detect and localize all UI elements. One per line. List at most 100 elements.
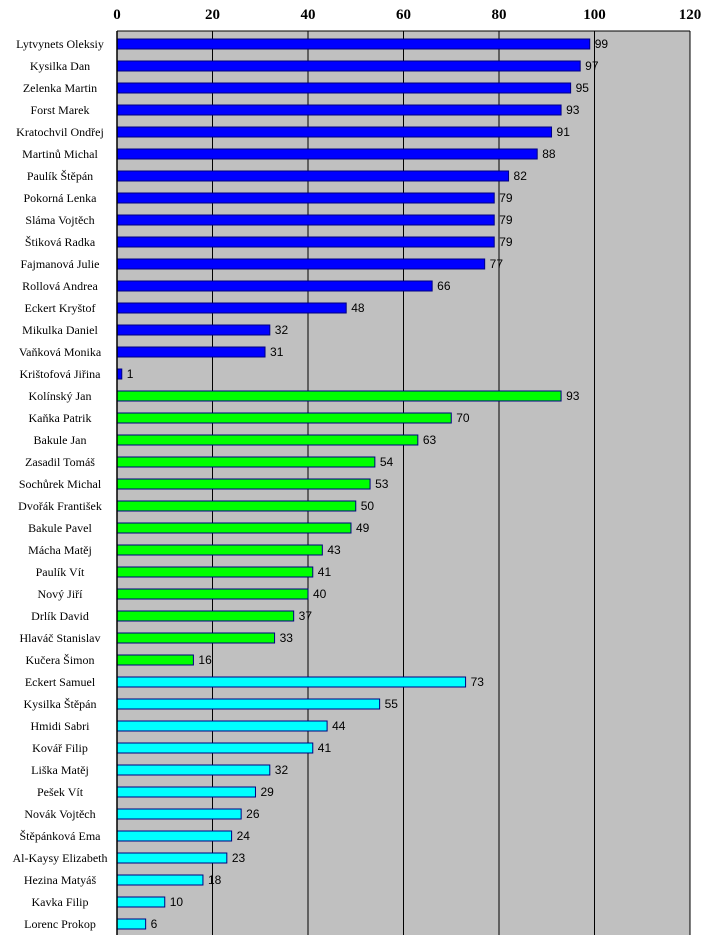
bar	[116, 654, 194, 666]
data-label: 91	[557, 125, 571, 139]
data-label: 66	[437, 279, 451, 293]
bar	[116, 170, 510, 182]
category-label: Lorenc Prokop	[24, 917, 96, 931]
data-label: 18	[208, 873, 222, 887]
bar	[116, 38, 591, 50]
data-label: 43	[327, 543, 341, 557]
data-label: 97	[585, 59, 599, 73]
bar	[116, 852, 228, 864]
bar	[116, 478, 371, 490]
data-label: 93	[566, 389, 580, 403]
data-label: 1	[127, 367, 134, 381]
category-label: Pokorná Lenka	[24, 191, 98, 205]
data-label: 73	[471, 675, 485, 689]
x-tick-label: 60	[396, 7, 411, 23]
bar	[116, 456, 376, 468]
category-label: Bakule Jan	[34, 433, 87, 447]
bar	[116, 214, 495, 226]
category-label: Eckert Samuel	[25, 675, 96, 689]
bar	[116, 258, 486, 270]
data-label: 33	[280, 631, 294, 645]
bar	[116, 104, 562, 116]
bar	[116, 60, 581, 72]
data-label: 99	[595, 37, 609, 51]
data-label: 48	[351, 301, 365, 315]
bar	[116, 390, 562, 402]
category-label: Zasadil Tomáš	[25, 455, 95, 469]
data-label: 77	[490, 257, 504, 271]
x-tick-label: 40	[301, 7, 316, 23]
data-label: 41	[318, 741, 332, 755]
category-label: Nový Jiří	[38, 587, 84, 601]
category-label: Rollová Andrea	[22, 279, 98, 293]
bar	[116, 918, 147, 930]
bar	[116, 808, 242, 820]
category-label: Hlaváč Stanislav	[20, 631, 101, 645]
bar	[116, 412, 452, 424]
bar	[116, 236, 495, 248]
bar	[116, 346, 266, 358]
category-label: Pešek Vít	[37, 785, 84, 799]
category-label: Štiková Radka	[25, 235, 96, 249]
data-label: 41	[318, 565, 332, 579]
bar	[116, 874, 204, 886]
bar	[116, 544, 323, 556]
bar	[116, 522, 352, 534]
category-label: Kovář Filip	[32, 741, 88, 755]
category-label: Forst Marek	[31, 103, 90, 117]
data-label: 23	[232, 851, 246, 865]
category-label: Zelenka Martin	[23, 81, 97, 95]
x-tick-label: 120	[679, 7, 702, 23]
bar	[116, 280, 433, 292]
data-label: 31	[270, 345, 284, 359]
data-label: 16	[198, 653, 212, 667]
bar	[116, 786, 256, 798]
data-label: 54	[380, 455, 394, 469]
category-label: Eckert Kryštof	[25, 301, 96, 315]
x-tick-label: 0	[113, 7, 121, 23]
data-label: 93	[566, 103, 580, 117]
category-label: Kavka Filip	[32, 895, 89, 909]
bar	[116, 896, 166, 908]
category-label: Kučera Šimon	[26, 653, 95, 667]
data-label: 29	[260, 785, 274, 799]
category-label: Sláma Vojtěch	[25, 213, 94, 227]
category-label: Martinů Michal	[22, 147, 98, 161]
category-label: Drlík David	[31, 609, 89, 623]
bar	[116, 764, 271, 776]
data-label: 10	[170, 895, 184, 909]
category-label: Paulík Štěpán	[27, 169, 93, 183]
data-label: 50	[361, 499, 375, 513]
category-label: Bakule Pavel	[28, 521, 92, 535]
bar	[116, 830, 233, 842]
data-label: 95	[576, 81, 590, 95]
x-tick-label: 80	[492, 7, 507, 23]
bar	[116, 698, 381, 710]
x-tick-label: 20	[205, 7, 220, 23]
bar	[116, 676, 467, 688]
category-label: Krištofová Jiřina	[20, 367, 102, 381]
category-label: Dvořák František	[18, 499, 102, 513]
bar	[116, 192, 495, 204]
category-label: Paulík Vít	[36, 565, 85, 579]
x-tick-label: 100	[583, 7, 606, 23]
data-label: 44	[332, 719, 346, 733]
bar	[116, 720, 328, 732]
category-label: Kysilka Štěpán	[24, 697, 97, 711]
data-label: 70	[456, 411, 470, 425]
bar	[116, 566, 314, 578]
bar	[116, 302, 347, 314]
data-label: 40	[313, 587, 327, 601]
category-label: Fajmanová Julie	[21, 257, 100, 271]
data-label: 82	[514, 169, 528, 183]
bar	[116, 434, 419, 446]
bar	[116, 500, 357, 512]
data-label: 37	[299, 609, 313, 623]
category-label: Liška Matěj	[31, 763, 89, 777]
category-label: Lytvynets Oleksiy	[16, 37, 104, 51]
bar	[116, 148, 538, 160]
data-label: 32	[275, 323, 289, 337]
category-label: Vaňková Monika	[19, 345, 102, 359]
data-label: 26	[246, 807, 260, 821]
category-label: Novák Vojtěch	[24, 807, 95, 821]
